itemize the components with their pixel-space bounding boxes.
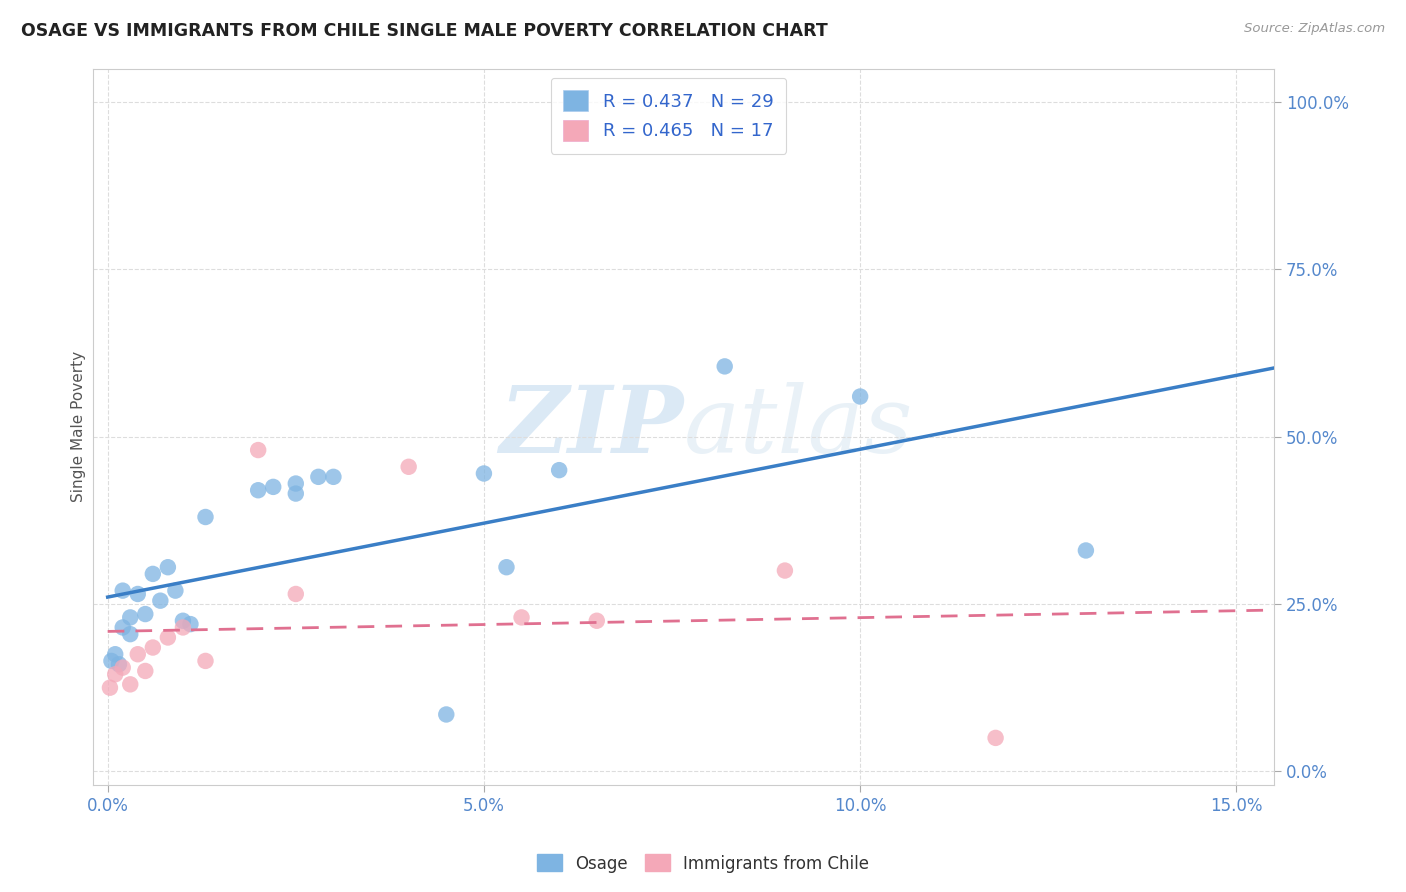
Point	[142, 566, 165, 581]
Point	[247, 483, 270, 498]
Point	[262, 480, 284, 494]
Point	[149, 593, 172, 607]
Point	[247, 443, 270, 458]
Text: Source: ZipAtlas.com: Source: ZipAtlas.com	[1244, 22, 1385, 36]
Text: OSAGE VS IMMIGRANTS FROM CHILE SINGLE MALE POVERTY CORRELATION CHART: OSAGE VS IMMIGRANTS FROM CHILE SINGLE MA…	[21, 22, 828, 40]
Point	[156, 560, 179, 574]
Point	[172, 620, 194, 634]
Point	[398, 459, 420, 474]
Point	[134, 664, 156, 678]
Point	[585, 614, 607, 628]
Point	[111, 583, 134, 598]
Point	[194, 510, 217, 524]
Point	[142, 640, 165, 655]
Point	[127, 587, 149, 601]
Point	[104, 647, 127, 661]
Point	[98, 681, 121, 695]
Legend: R = 0.437   N = 29, R = 0.465   N = 17: R = 0.437 N = 29, R = 0.465 N = 17	[551, 78, 786, 153]
Point	[984, 731, 1007, 745]
Point	[108, 657, 131, 672]
Point	[284, 587, 307, 601]
Point	[134, 607, 156, 621]
Point	[172, 614, 194, 628]
Text: ZIP: ZIP	[499, 382, 683, 472]
Point	[713, 359, 735, 374]
Point	[322, 470, 344, 484]
Point	[510, 610, 533, 624]
Point	[773, 564, 796, 578]
Text: atlas: atlas	[683, 382, 912, 472]
Point	[495, 560, 517, 574]
Point	[111, 620, 134, 634]
Point	[179, 617, 201, 632]
Y-axis label: Single Male Poverty: Single Male Poverty	[72, 351, 86, 502]
Point	[104, 667, 127, 681]
Point	[548, 463, 571, 477]
Point	[284, 486, 307, 500]
Point	[120, 610, 142, 624]
Point	[156, 631, 179, 645]
Point	[1074, 543, 1097, 558]
Point	[120, 627, 142, 641]
Point	[194, 654, 217, 668]
Point	[120, 677, 142, 691]
Point	[307, 470, 329, 484]
Legend: Osage, Immigrants from Chile: Osage, Immigrants from Chile	[530, 847, 876, 880]
Point	[111, 660, 134, 674]
Point	[165, 583, 187, 598]
Point	[284, 476, 307, 491]
Point	[472, 467, 495, 481]
Point	[127, 647, 149, 661]
Point	[434, 707, 457, 722]
Point	[100, 654, 122, 668]
Point	[849, 390, 872, 404]
